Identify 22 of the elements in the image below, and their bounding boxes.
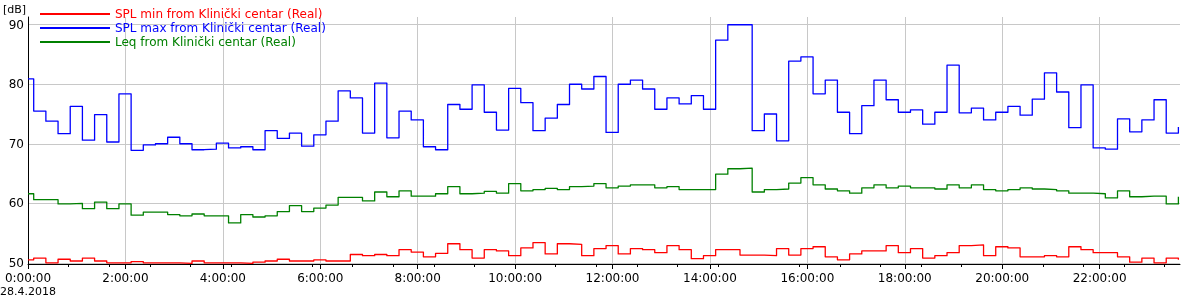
y-axis-title: [dB]	[3, 3, 27, 16]
text: Leq from Klinički centar (Real)	[115, 35, 296, 49]
x-tick-label: 8:00:00	[394, 271, 441, 285]
x-tick-label: 6:00:00	[297, 271, 344, 285]
x-tick-label: 10:00:00	[488, 271, 543, 285]
y-tick-label: 70	[8, 136, 24, 151]
x-tick-label: 12:00:00	[585, 271, 640, 285]
x-tick-label: 22:00:00	[1072, 271, 1127, 285]
y-tick-label: 80	[8, 77, 24, 92]
x-tick-label: 16:00:00	[780, 271, 835, 285]
text: 28.4.2018	[0, 285, 56, 298]
x-tick-label: 18:00:00	[877, 271, 932, 285]
x-tick-label: 4:00:00	[199, 271, 246, 285]
y-tick-label: 60	[8, 196, 24, 211]
x-tick-label: 0:00:00	[4, 271, 52, 285]
y-tick-label: 50	[8, 255, 24, 270]
x-tick-label: 20:00:00	[975, 271, 1030, 285]
x-tick-label: 14:00:00	[682, 271, 737, 285]
text: SPL min from Klinički centar (Real)	[115, 7, 323, 21]
x-tick-label: 2:00:00	[102, 271, 149, 285]
y-tick-label: 90	[8, 17, 24, 32]
text: SPL max from Klinički centar (Real)	[115, 21, 326, 35]
